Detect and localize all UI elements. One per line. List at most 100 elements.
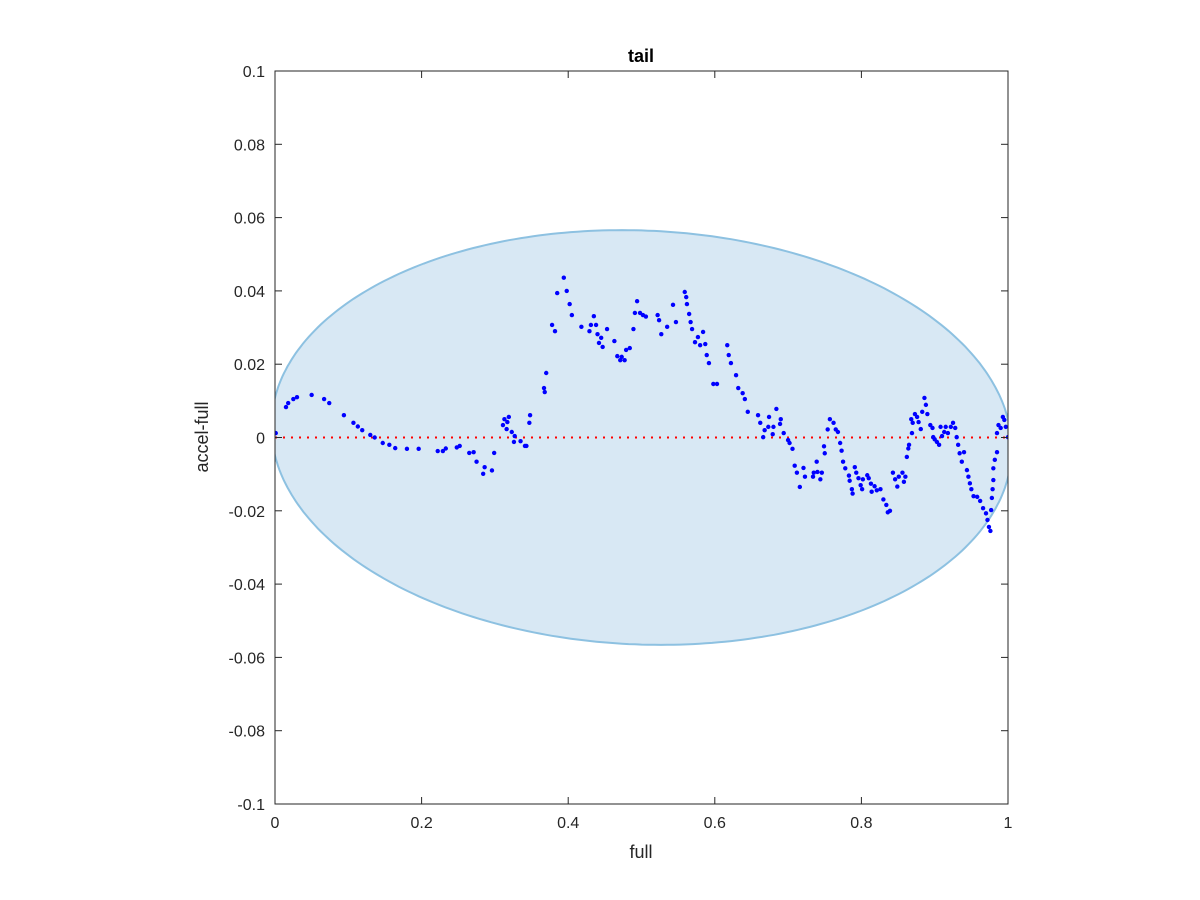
data-point (1003, 424, 1008, 430)
data-point (387, 442, 392, 448)
data-point (903, 474, 908, 479)
data-point (689, 326, 695, 332)
data-point (518, 438, 523, 444)
data-point (596, 340, 602, 346)
data-point (801, 465, 806, 471)
data-point (309, 392, 314, 398)
data-point (598, 335, 604, 341)
data-point (859, 486, 865, 492)
data-point (986, 524, 992, 530)
data-point (849, 486, 855, 492)
data-point (736, 385, 741, 391)
data-point (561, 275, 567, 280)
data-point (954, 434, 959, 440)
y-tick-label: 0.04 (234, 284, 265, 301)
data-point (895, 484, 900, 489)
data-point (835, 429, 841, 435)
data-point (881, 497, 886, 502)
data-point (511, 439, 517, 445)
data-point (372, 435, 377, 440)
data-point (457, 443, 462, 449)
data-point (856, 475, 861, 481)
data-point (591, 313, 597, 319)
data-point (500, 422, 506, 428)
data-point (700, 329, 706, 335)
data-point (771, 424, 776, 430)
data-point (631, 326, 636, 332)
x-axis-label: full (629, 842, 652, 862)
data-point (512, 433, 517, 439)
data-point (994, 449, 1000, 455)
data-point (480, 471, 486, 476)
data-point (695, 334, 701, 340)
data-point (506, 414, 512, 420)
data-point (643, 314, 649, 319)
y-tick-label: -0.06 (229, 650, 266, 667)
data-point (740, 390, 745, 396)
data-point (819, 470, 825, 475)
data-point (909, 430, 915, 436)
data-point (728, 360, 734, 366)
data-point (489, 468, 495, 473)
x-tick-label: 0 (271, 815, 280, 832)
data-point (900, 470, 905, 475)
data-point (778, 416, 783, 422)
data-point (393, 445, 398, 451)
data-point (527, 412, 533, 418)
data-point (923, 402, 929, 408)
data-point (285, 400, 291, 406)
data-point (703, 341, 708, 347)
data-point (774, 406, 779, 412)
data-point (988, 507, 994, 513)
data-point (482, 464, 487, 470)
data-point (474, 459, 479, 464)
data-point (655, 312, 660, 318)
data-point (964, 467, 970, 473)
data-point (840, 459, 846, 464)
data-point (355, 424, 361, 429)
data-point (914, 414, 920, 420)
data-point (595, 331, 600, 337)
data-point (887, 508, 893, 513)
data-point (673, 319, 679, 325)
data-point (704, 352, 709, 358)
data-point (814, 459, 819, 464)
data-point (901, 479, 907, 485)
y-tick-label: -0.08 (229, 724, 266, 741)
data-point (797, 484, 803, 490)
y-tick-label: -0.02 (229, 504, 266, 521)
data-point (321, 396, 327, 402)
data-point (664, 324, 670, 330)
data-point (509, 429, 514, 435)
data-point (619, 354, 624, 360)
data-point (733, 372, 739, 378)
data-point (985, 517, 990, 523)
data-point (745, 409, 750, 415)
chart-title: tail (628, 46, 654, 66)
data-point (967, 481, 973, 486)
data-point (440, 448, 446, 454)
data-point (802, 474, 808, 479)
data-point (291, 396, 296, 402)
data-point (906, 446, 911, 451)
data-point (792, 463, 797, 468)
y-tick-label: -0.1 (237, 797, 265, 814)
data-point (686, 311, 692, 317)
data-point (930, 425, 935, 431)
data-point (725, 342, 730, 348)
data-point (955, 442, 961, 448)
data-point (938, 424, 943, 430)
data-point (787, 440, 792, 446)
data-point (656, 318, 662, 323)
data-point (896, 474, 901, 479)
data-point (714, 381, 720, 387)
y-axis-label: accel-full (192, 401, 212, 472)
data-point (884, 502, 889, 508)
data-point (435, 448, 440, 454)
data-point (697, 342, 703, 348)
data-point (542, 389, 547, 395)
data-point (953, 425, 958, 431)
data-point (975, 494, 980, 500)
data-point (760, 434, 766, 440)
data-point (618, 357, 623, 363)
